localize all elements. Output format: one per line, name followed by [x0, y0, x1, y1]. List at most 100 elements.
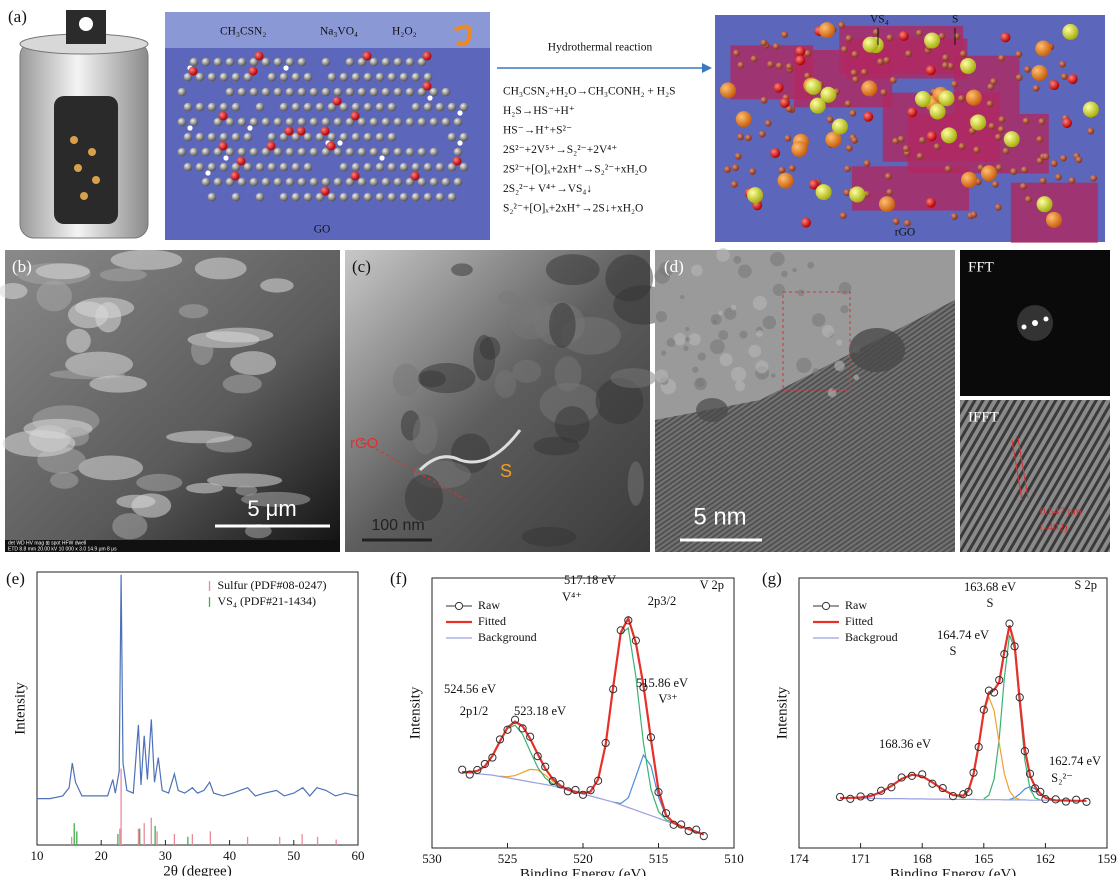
- red-atom: [926, 65, 936, 75]
- sulfur-sphere: [810, 98, 826, 114]
- pointer-label: S: [952, 14, 958, 26]
- carbon-atom: [328, 133, 337, 142]
- x-tick-label: 530: [422, 851, 442, 866]
- carbon-atom: [238, 88, 247, 97]
- v-atom: [1024, 66, 1031, 73]
- annotation: 162.74 eV: [1049, 754, 1101, 768]
- y-axis-label: Intensity: [407, 686, 423, 739]
- carbon-atom: [334, 118, 343, 127]
- particle: [88, 148, 96, 156]
- reagent: Na₃VO₄: [320, 26, 358, 38]
- carbon-atom: [448, 193, 457, 202]
- x-tick-label: 20: [95, 848, 108, 863]
- flake: [206, 328, 273, 343]
- x-tick-label: 515: [649, 851, 669, 866]
- v-atom: [845, 100, 852, 107]
- carbon-atom: [364, 73, 373, 82]
- carbon-atom: [280, 193, 289, 202]
- v-atom: [904, 220, 911, 227]
- oxygen-atom: [189, 67, 198, 76]
- carbon-atom: [274, 88, 283, 97]
- plane-label: (-402): [1040, 522, 1068, 534]
- carbon-atom: [190, 118, 199, 127]
- x-tick-label: 168: [912, 851, 932, 866]
- carbon-atom: [394, 58, 403, 67]
- v-atom: [851, 137, 858, 144]
- sulfur-sphere: [1062, 24, 1078, 40]
- v-atom: [732, 164, 739, 171]
- v-atom: [864, 160, 871, 167]
- carbon-atom: [238, 148, 247, 157]
- particle-cluster: [515, 300, 543, 325]
- carbon-atom: [310, 118, 319, 127]
- v-atom: [886, 34, 893, 41]
- oxygen-atom: [321, 127, 330, 136]
- sulfur-sphere: [816, 184, 832, 200]
- v-atom: [945, 165, 952, 172]
- legend-label: VS₄ (PDF#21-1434): [218, 594, 317, 608]
- orange-sphere: [981, 165, 997, 181]
- sulfur-sphere: [1037, 196, 1053, 212]
- amorphous-grain: [798, 289, 805, 296]
- carbon-atom: [376, 133, 385, 142]
- hydrogen-atom: [457, 110, 462, 115]
- v-atom: [761, 97, 768, 104]
- amorphous-grain: [773, 284, 785, 296]
- carbon-atom: [208, 133, 217, 142]
- carbon-atom: [346, 88, 355, 97]
- carbon-atom: [340, 103, 349, 112]
- orange-sphere: [720, 82, 736, 98]
- v-atom: [1051, 160, 1058, 167]
- annotation: 2p3/2: [648, 594, 676, 608]
- v-atom: [1021, 166, 1028, 173]
- sulfur-sphere: [1004, 131, 1020, 147]
- amorphous-grain: [733, 256, 741, 264]
- particle-cluster: [546, 254, 600, 285]
- carbon-atom: [250, 148, 259, 157]
- particle-cluster: [451, 263, 473, 276]
- carbon-atom: [202, 148, 211, 157]
- carbon-atom: [454, 178, 463, 187]
- carbon-atom: [364, 193, 373, 202]
- carbon-atom: [292, 73, 301, 82]
- carbon-atom: [208, 163, 217, 172]
- chart-title: S 2p: [1074, 578, 1097, 592]
- v-atom: [1061, 73, 1068, 80]
- carbon-atom: [304, 103, 313, 112]
- v-atom: [804, 50, 811, 57]
- amorphous-grain: [694, 378, 707, 391]
- carbon-atom: [364, 103, 373, 112]
- annotation: 517.18 eV: [564, 573, 616, 587]
- carbon-atom: [400, 193, 409, 202]
- carbon-atom: [214, 58, 223, 67]
- carbon-atom: [238, 118, 247, 127]
- particle-cluster: [418, 363, 475, 393]
- amorphous-grain: [667, 338, 676, 347]
- hydrogen-atom: [457, 140, 462, 145]
- sulfur-sphere: [863, 37, 879, 53]
- red-atom: [801, 218, 811, 228]
- equation: HS⁻→H⁺+S²⁻: [503, 125, 572, 137]
- carbon-atom: [304, 193, 313, 202]
- scale-label: 5 nm: [693, 503, 746, 530]
- amorphous-grain: [756, 330, 763, 337]
- x-tick-label: 174: [789, 851, 809, 866]
- v-atom: [998, 126, 1005, 133]
- amorphous-grain: [698, 353, 706, 361]
- particle: [74, 164, 82, 172]
- carbon-atom: [238, 178, 247, 187]
- v-atom: [846, 145, 853, 152]
- carbon-atom: [286, 148, 295, 157]
- carbon-atom: [322, 88, 331, 97]
- carbon-atom: [196, 103, 205, 112]
- amorphous-grain: [834, 361, 845, 372]
- carbon-atom: [286, 88, 295, 97]
- v-atom: [749, 168, 756, 175]
- v-atom: [995, 134, 1002, 141]
- amorphous-grain: [720, 353, 733, 366]
- carbon-atom: [334, 88, 343, 97]
- carbon-atom: [280, 163, 289, 172]
- carbon-atom: [262, 118, 271, 127]
- amorphous-grain: [731, 305, 737, 311]
- carbon-atom: [226, 118, 235, 127]
